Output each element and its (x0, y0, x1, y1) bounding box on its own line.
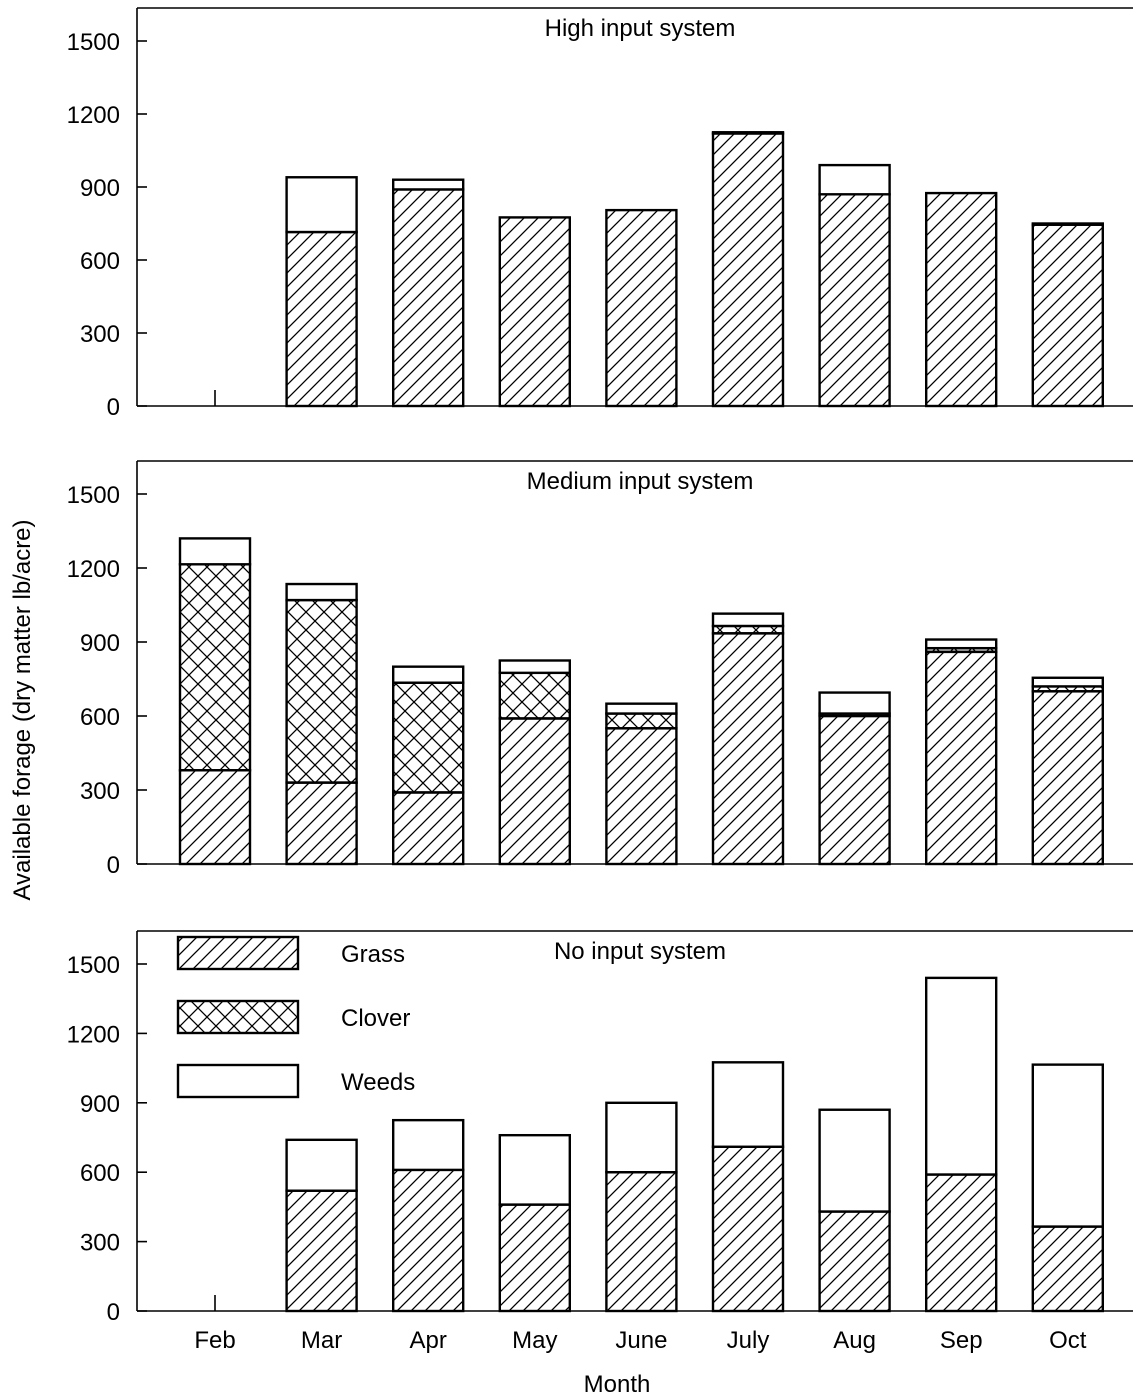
bar-weeds (711, 612, 785, 628)
bar-weeds (498, 1133, 571, 1206)
bar-clover (178, 563, 252, 772)
bar-weeds (1031, 1063, 1105, 1228)
bar-grass (498, 1203, 571, 1313)
bar-grass (1031, 1225, 1105, 1313)
bar-weeds (818, 691, 891, 715)
bar-grass (178, 769, 252, 866)
x-tick-label: Oct (1049, 1327, 1087, 1354)
y-tick-label: 0 (107, 852, 120, 879)
x-tick-label: Aug (833, 1327, 876, 1354)
y-axis-label: Available forage (dry matter lb/acre) (9, 519, 36, 900)
bar-weeds (925, 638, 998, 650)
bar-clover (285, 598, 358, 784)
bar-weeds (605, 702, 678, 715)
bar-grass (818, 193, 891, 408)
y-tick-label: 600 (80, 1160, 120, 1187)
legend-swatch-clover (176, 999, 300, 1035)
bar-weeds (392, 178, 465, 191)
bar-grass (498, 216, 571, 408)
bar-weeds (818, 1108, 891, 1213)
bar-grass (285, 230, 358, 408)
y-tick-label: 300 (80, 778, 120, 805)
panel-3: 0 300 600 900 1200 1500 No input system (67, 930, 1133, 1326)
bar-grass (711, 632, 785, 866)
bar-grass (711, 132, 785, 408)
y-tick-label: 1500 (67, 482, 120, 509)
bar-grass (285, 1189, 358, 1313)
panel-2: 0 300 600 900 1200 1500 Medium input system (67, 460, 1133, 879)
panel-title: High input system (545, 15, 736, 42)
y-tick-label: 0 (107, 1299, 120, 1326)
y-tick-label: 0 (107, 394, 120, 421)
bar-weeds (818, 163, 891, 196)
panel-title: No input system (554, 938, 726, 965)
x-tick-label: Feb (194, 1327, 235, 1354)
bar-grass (818, 714, 891, 866)
bar-grass (605, 1170, 678, 1313)
bar-weeds (711, 1061, 785, 1148)
bar-grass (925, 650, 998, 866)
legend-label-clover: Clover (341, 1005, 410, 1032)
bar-weeds (285, 176, 358, 234)
bar-grass (1031, 690, 1105, 866)
bar-weeds (285, 582, 358, 602)
y-tick-label: 900 (80, 175, 120, 202)
legend-swatch-weeds (176, 1063, 300, 1099)
bar-grass (1031, 223, 1105, 408)
bar-grass (392, 1168, 465, 1313)
legend-swatch-grass (176, 935, 300, 971)
x-tick-label: Sep (940, 1327, 983, 1354)
bar-grass (498, 717, 571, 866)
bar-grass (925, 191, 998, 408)
y-tick-label: 300 (80, 321, 120, 348)
panel-title: Medium input system (527, 468, 754, 495)
bar-grass (818, 1210, 891, 1313)
legend: Grass Clover Weeds (176, 935, 415, 1099)
bar-weeds (285, 1138, 358, 1192)
y-tick-label: 900 (80, 630, 120, 657)
bar-weeds (1031, 222, 1105, 226)
bar-weeds (392, 1118, 465, 1172)
bar-weeds (925, 976, 998, 1176)
legend-label-grass: Grass (341, 941, 405, 968)
bar-grass (392, 791, 465, 866)
bar-clover (392, 681, 465, 794)
x-tick-label: July (727, 1327, 770, 1354)
y-tick-label: 1500 (67, 952, 120, 979)
bar-weeds (178, 537, 252, 566)
bar-weeds (711, 131, 785, 135)
bar-grass (285, 781, 358, 866)
x-tick-label: May (512, 1327, 557, 1354)
y-tick-label: 900 (80, 1091, 120, 1118)
bar-weeds (605, 1101, 678, 1174)
bar-clover (605, 712, 678, 730)
y-tick-label: 600 (80, 248, 120, 275)
x-tick-label: Mar (301, 1327, 342, 1354)
y-tick-label: 1500 (67, 29, 120, 56)
bar-grass (925, 1173, 998, 1313)
bar-weeds (1031, 676, 1105, 688)
bar-weeds (498, 659, 571, 675)
x-tick-label: June (615, 1327, 667, 1354)
legend-label-weeds: Weeds (341, 1069, 415, 1096)
bar-clover (498, 671, 571, 720)
panel-1: 0 300 600 900 1200 1500 High input system (67, 7, 1133, 421)
x-axis-label: Month (584, 1371, 651, 1398)
y-tick-label: 1200 (67, 102, 120, 129)
bar-grass (392, 188, 465, 408)
y-tick-label: 1200 (67, 1021, 120, 1048)
y-tick-label: 300 (80, 1230, 120, 1257)
y-tick-label: 1200 (67, 556, 120, 583)
bar-grass (605, 727, 678, 866)
bar-grass (605, 208, 678, 408)
y-tick-label: 600 (80, 704, 120, 731)
x-tick-label: Apr (410, 1327, 447, 1354)
bar-weeds (392, 665, 465, 684)
bar-grass (711, 1145, 785, 1313)
